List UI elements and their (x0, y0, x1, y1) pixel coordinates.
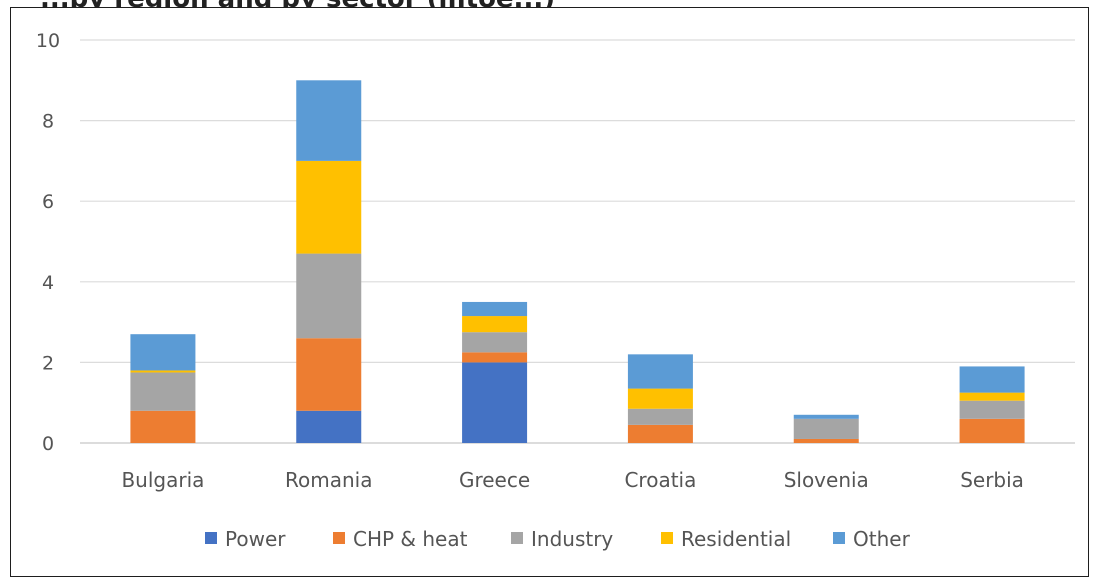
legend-swatch (511, 532, 523, 544)
bar-segment-industry-slovenia (793, 418, 859, 439)
legend-swatch (833, 532, 845, 544)
y-tick-label: 8 (42, 111, 54, 133)
bar-segment-other-greece (462, 301, 528, 317)
x-category-label: Croatia (624, 468, 696, 492)
y-tick-label: 6 (42, 191, 54, 213)
legend-label: Other (853, 527, 911, 551)
bar-segment-other-romania (296, 80, 362, 161)
bar-segment-industry-serbia (959, 400, 1025, 419)
x-category-label: Bulgaria (121, 468, 204, 492)
bars (130, 80, 1025, 443)
y-axis-ticks: 0 2 4 6 8 10 (36, 30, 60, 455)
bar-segment-industry-bulgaria (130, 372, 196, 411)
chart-title-text: ...by region and by sector (mtoe...) (40, 0, 555, 8)
x-category-label: Serbia (960, 468, 1024, 492)
bar-segment-power-greece (462, 362, 528, 443)
x-category-label: Slovenia (784, 468, 869, 492)
legend-swatch (333, 532, 345, 544)
bar-segment-other-bulgaria (130, 334, 196, 371)
gridlines (80, 39, 1075, 444)
bar-segment-chp-heat-greece (462, 352, 528, 363)
x-category-label: Greece (459, 468, 530, 492)
bar-segment-residential-greece (462, 316, 528, 333)
bar-segment-other-croatia (627, 354, 693, 389)
bar-segment-power-romania (296, 410, 362, 443)
legend-swatch (661, 532, 673, 544)
bar-segment-chp-heat-croatia (627, 424, 693, 443)
bar-segment-other-serbia (959, 366, 1025, 393)
bar-segment-chp-heat-slovenia (793, 438, 859, 443)
bar-segment-residential-bulgaria (130, 370, 196, 373)
y-tick-label: 2 (42, 352, 54, 374)
legend-label: Residential (681, 527, 791, 551)
chart-title-clipped: ...by region and by sector (mtoe...) (0, 0, 1093, 8)
bar-segment-residential-serbia (959, 392, 1025, 401)
bar-segment-chp-heat-serbia (959, 418, 1025, 443)
legend-swatch (205, 532, 217, 544)
bar-segment-industry-romania (296, 253, 362, 339)
x-category-label: Romania (285, 468, 372, 492)
bar-segment-residential-romania (296, 160, 362, 254)
bar-segment-residential-croatia (627, 388, 693, 409)
legend-label: Power (225, 527, 286, 551)
bar-segment-industry-greece (462, 332, 528, 353)
y-tick-label: 10 (36, 30, 60, 52)
chart-frame (10, 7, 1089, 577)
legend-label: CHP & heat (353, 527, 468, 551)
bar-segment-chp-heat-romania (296, 338, 362, 411)
legend-label: Industry (531, 527, 613, 551)
bar-segment-other-slovenia (793, 414, 859, 419)
y-tick-label: 4 (42, 272, 54, 294)
x-axis-categories: Bulgaria Romania Greece Croatia Slovenia Serb… (121, 468, 1024, 492)
y-tick-label: 0 (42, 433, 54, 455)
legend: Power CHP & heat Industry Residential Other (205, 527, 911, 551)
bar-segment-industry-croatia (627, 408, 693, 425)
bar-segment-chp-heat-bulgaria (130, 410, 196, 443)
